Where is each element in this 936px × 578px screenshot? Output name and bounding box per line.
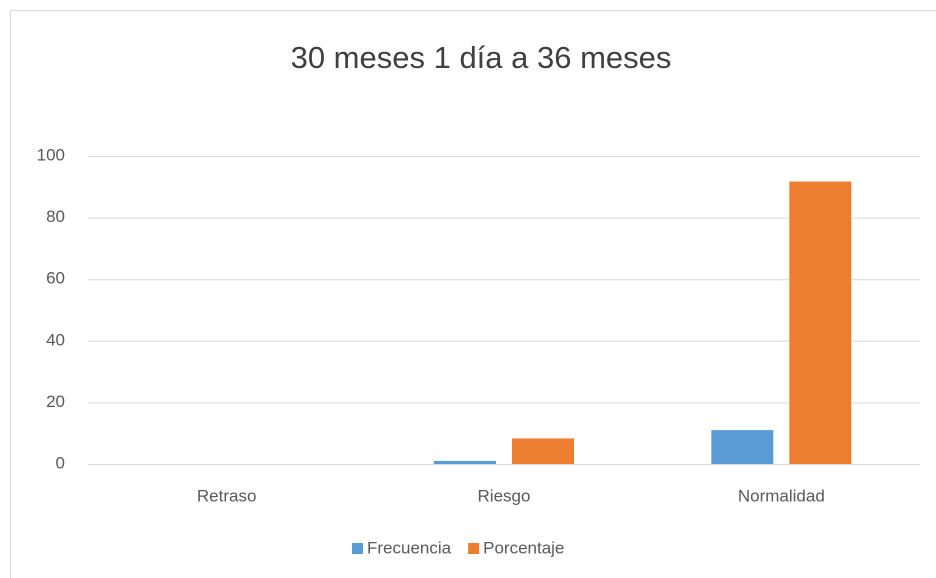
- legend-swatch: [468, 543, 480, 554]
- y-tick-label: 0: [56, 453, 65, 472]
- legend-label: Frecuencia: [367, 538, 452, 557]
- x-tick-label: Normalidad: [738, 486, 825, 505]
- y-tick-label: 60: [46, 269, 65, 288]
- x-tick-label: Retraso: [197, 486, 257, 505]
- legend-swatch: [352, 543, 363, 554]
- legend-label: Porcentaje: [483, 538, 564, 557]
- y-tick-label: 20: [46, 392, 65, 411]
- bar: [434, 460, 496, 464]
- y-tick-label: 100: [37, 145, 65, 164]
- chart-title: 30 meses 1 día a 36 meses: [291, 40, 672, 75]
- x-tick-label: Riesgo: [478, 486, 531, 505]
- bar: [512, 438, 574, 464]
- chart-frame: [10, 10, 936, 578]
- bar: [711, 430, 774, 464]
- bar: [789, 181, 852, 464]
- y-tick-label: 40: [46, 330, 65, 349]
- y-tick-label: 80: [46, 207, 65, 226]
